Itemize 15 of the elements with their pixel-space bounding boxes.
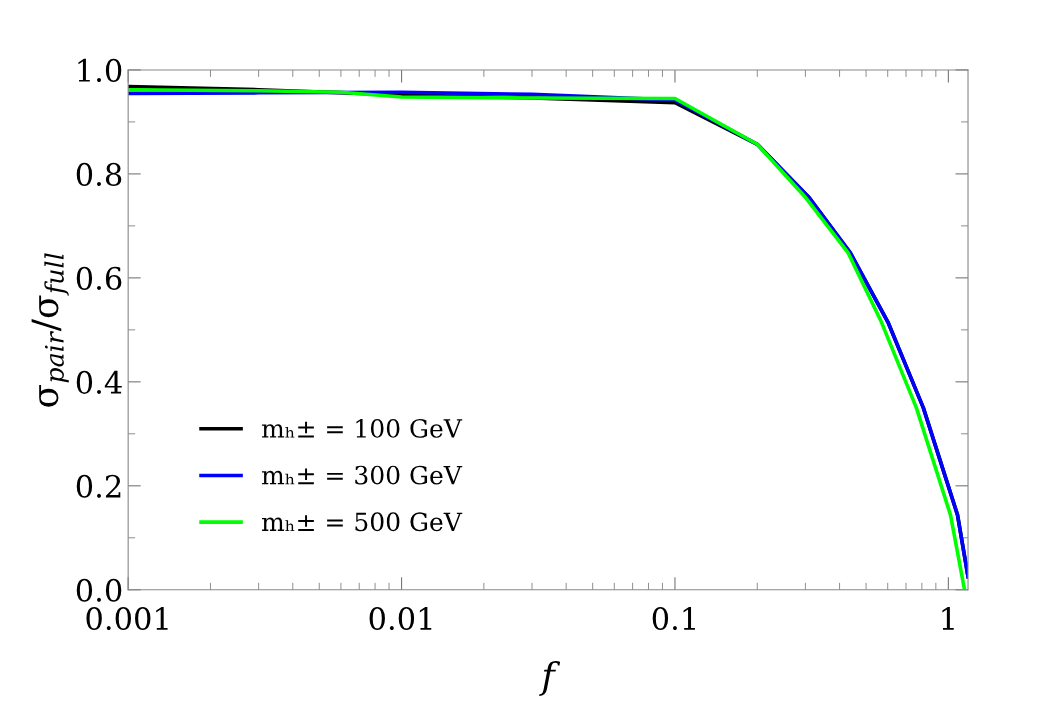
- x-axis-title: f: [539, 661, 561, 696]
- y-axis-title: σ$_{pair}$/σ$_{full}$: [31, 253, 69, 407]
- y-tick-label: 0.2: [76, 474, 121, 498]
- legend-label: mₕ± = 300 GeV: [261, 465, 463, 485]
- legend-label: mₕ± = 500 GeV: [261, 512, 463, 532]
- x-tick-label: 1: [942, 606, 954, 630]
- y-tick-label: 0.0: [76, 578, 122, 602]
- y-tick-label: 0.4: [76, 370, 122, 394]
- y-tick-label: 0.8: [76, 162, 122, 186]
- x-tick-label: 0.1: [652, 606, 695, 631]
- x-tick-label: 0.01: [369, 606, 432, 631]
- x-tick-label: 0.001: [86, 606, 168, 631]
- legend-label: mₕ± = 100 GeV: [261, 418, 463, 438]
- y-tick-label: 0.6: [76, 266, 122, 290]
- y-tick-label: 1.0: [78, 58, 122, 82]
